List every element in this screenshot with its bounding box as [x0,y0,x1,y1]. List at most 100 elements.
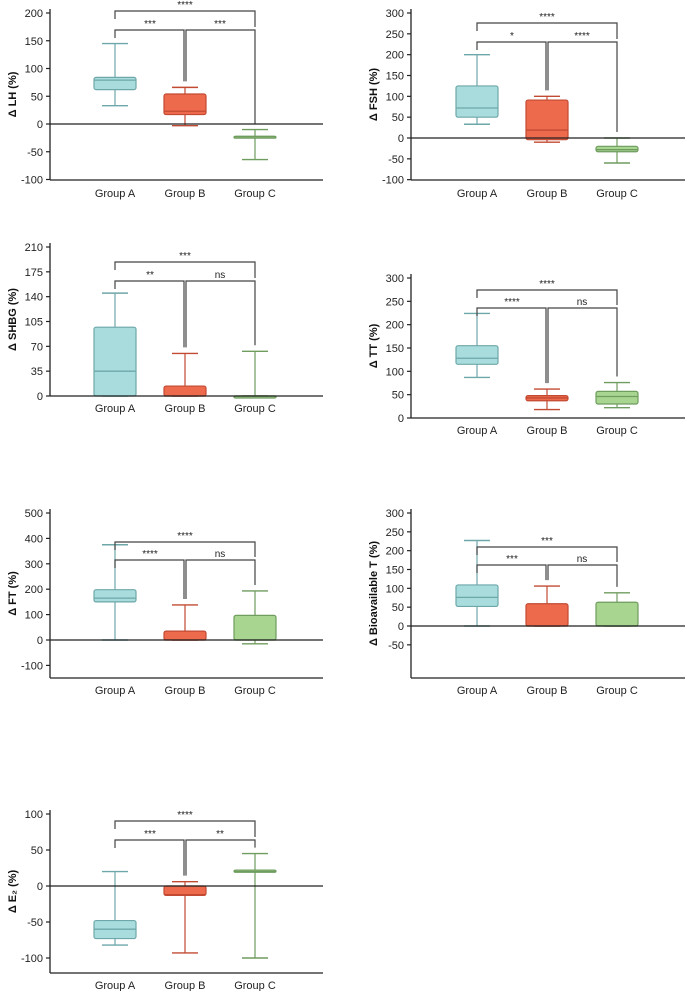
box-group-c [233,852,277,959]
y-tick-label: 175 [25,267,43,279]
box-group-b [163,86,207,127]
bracket-a-b [476,307,547,384]
y-axis-label: Δ SHBG (%) [7,288,19,351]
y-tick-label: 100 [386,91,404,103]
box-iqr [525,603,569,627]
y-tick-label: 105 [25,317,43,329]
significance-a-c: **** [177,0,193,11]
bracket-b-c [185,29,256,124]
box-iqr [93,326,137,397]
y-tick-label: 150 [25,36,43,48]
box-group-a [455,312,499,379]
y-tick-label: 150 [386,343,404,355]
y-axis-label: Δ E₂ (%) [7,869,19,913]
box-group-b [163,352,207,397]
x-category-label: Group B [527,188,568,200]
box-iqr [93,76,137,91]
significance-b-c: **** [574,31,590,42]
box-group-c [233,350,277,399]
box-iqr [233,614,277,641]
box-group-c [595,592,639,627]
y-tick-label: 210 [25,242,43,254]
box-group-b [525,388,569,411]
chart-panel-1: 200 150 100 50 0 -50 -100 Δ LH (%) Group A Group … [7,0,323,200]
box-iqr [595,390,639,405]
box-iqr [455,584,499,608]
y-tick-label: 100 [386,583,404,595]
significance-a-c: *** [179,251,191,262]
y-tick-label: -100 [21,175,43,187]
y-tick-label: 150 [386,71,404,83]
significance-a-b: **** [142,549,158,560]
y-tick-label: 500 [25,508,43,520]
significance-a-b: *** [144,19,156,30]
y-axis-label: Δ FT (%) [7,571,19,616]
x-category-label: Group C [234,403,276,415]
box-group-a [93,544,137,641]
y-tick-label: 300 [386,508,404,520]
x-category-label: Group A [95,685,136,697]
y-tick-label: 50 [392,602,404,614]
box-group-b [525,585,569,627]
bracket-a-b [476,41,547,91]
significance-b-c: ns [577,554,588,565]
bracket-a-c [114,261,256,278]
x-category-label: Group B [165,685,206,697]
x-category-label: Group C [596,685,638,697]
significance-a-c: **** [539,12,555,23]
x-category-label: Group B [165,403,206,415]
y-tick-label: 250 [386,296,404,308]
significance-b-c: ** [216,829,224,840]
bracket-b-c [185,280,256,348]
y-tick-label: 250 [386,29,404,41]
chart-panel-4: 300 250 200 150 100 50 0 Δ TT (%) Group A Group B… [368,273,685,437]
y-tick-label: 150 [386,565,404,577]
y-tick-label: 35 [31,366,43,378]
box-iqr [93,589,137,603]
chart-panel-5: 500 400 300 200 100 0 -100 Δ FT (%) Group A Group… [7,508,323,697]
y-axis-label: Δ Bioavailable T (%) [368,541,380,646]
bracket-a-c [114,541,256,557]
significance-a-c: **** [177,531,193,542]
significance-b-c: ns [215,549,226,560]
y-tick-label: 100 [25,64,43,76]
y-tick-label: -50 [27,917,43,929]
chart-panel-7: 100 50 0 -50 -100 Δ E₂ (%) Group A Group B Group… [7,809,323,991]
y-tick-label: 50 [392,390,404,402]
y-tick-label: 200 [386,546,404,558]
bracket-a-b [114,839,185,876]
x-category-label: Group B [527,425,568,437]
box-iqr [163,630,207,641]
bracket-b-c [547,41,618,132]
y-tick-label: 400 [25,533,43,545]
bracket-a-b [114,559,185,599]
y-tick-label: 0 [398,621,404,633]
x-category-label: Group C [596,425,638,437]
significance-b-c: ns [577,297,588,308]
y-axis-label: Δ FSH (%) [368,68,380,121]
box-group-a [93,42,137,107]
x-category-label: Group A [95,980,136,991]
y-tick-label: 300 [386,273,404,285]
box-group-b [525,95,569,143]
bracket-a-b [114,29,185,82]
y-tick-label: 0 [37,881,43,893]
bracket-a-c [476,22,618,39]
box-group-a [93,870,137,946]
x-category-label: Group A [457,685,498,697]
box-iqr [455,345,499,365]
y-tick-label: 300 [25,559,43,571]
box-iqr [455,85,499,118]
bracket-a-b [476,564,547,581]
y-tick-label: -100 [21,953,43,965]
y-tick-label: -50 [388,640,404,652]
bracket-b-c [185,839,256,876]
y-tick-label: -100 [21,660,43,672]
box-iqr [163,93,207,116]
box-iqr [163,385,207,397]
y-tick-label: 0 [37,119,43,131]
y-tick-label: 140 [25,292,43,304]
y-tick-label: -50 [388,154,404,166]
